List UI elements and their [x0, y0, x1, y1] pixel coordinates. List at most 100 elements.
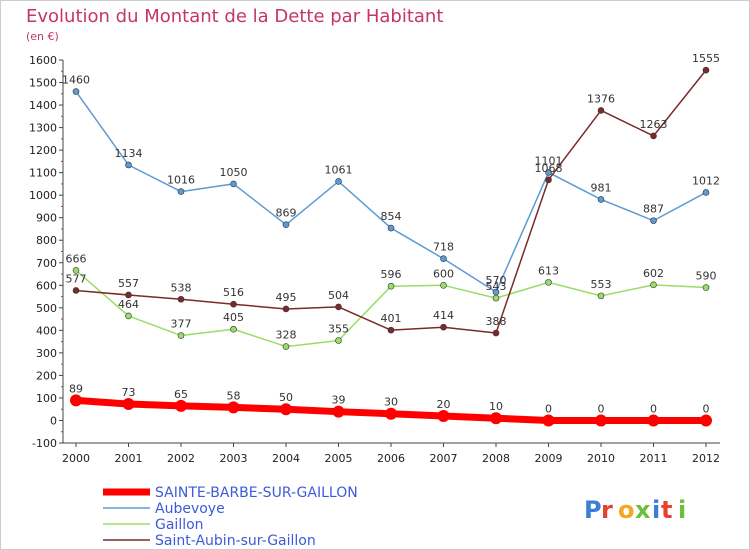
data-point-2: [545, 279, 552, 286]
x-tick-label: 2001: [115, 452, 143, 465]
data-point-1: [72, 88, 80, 95]
y-tick-label: 400: [36, 324, 57, 337]
y-tick-label: 200: [36, 369, 57, 382]
data-label-0: 10: [489, 400, 503, 413]
data-label-2: 543: [486, 280, 507, 293]
logo-letter: x: [635, 496, 651, 524]
data-point-1: [440, 255, 447, 263]
data-point-0: [437, 409, 450, 422]
data-label-2: 328: [276, 329, 297, 342]
data-label-3: 504: [328, 289, 349, 302]
data-point-3: [650, 132, 657, 140]
data-label-1: 1134: [115, 147, 143, 160]
data-label-1: 718: [433, 241, 454, 254]
data-point-3: [545, 176, 552, 184]
logo-letter: t: [661, 496, 672, 524]
data-point-0: [700, 414, 712, 427]
data-point-2: [282, 343, 290, 350]
data-label-3: 577: [66, 272, 87, 285]
x-tick-label: 2007: [430, 452, 458, 465]
legend-label-2: Gaillon: [155, 517, 204, 533]
data-label-1: 854: [381, 210, 402, 223]
data-label-1: 570: [486, 274, 507, 287]
data-label-2: 600: [433, 267, 454, 280]
x-tick-label: 2011: [640, 452, 668, 465]
x-tick-label: 2005: [325, 452, 353, 465]
y-tick-label: 1600: [29, 54, 57, 67]
data-label-1: 1012: [692, 174, 720, 187]
x-tick-label: 2008: [482, 452, 510, 465]
data-point-3: [387, 326, 395, 334]
logo-letter: o: [618, 496, 635, 524]
data-point-2: [492, 294, 500, 302]
data-label-3: 1068: [535, 162, 563, 175]
data-point-2: [440, 281, 447, 289]
data-point-2: [702, 284, 710, 291]
y-tick-label: 600: [36, 279, 57, 292]
y-tick-label: 1200: [29, 144, 57, 157]
data-point-2: [387, 282, 395, 290]
data-point-1: [335, 178, 342, 185]
data-point-1: [545, 169, 552, 176]
data-point-1: [702, 189, 710, 196]
data-point-1: [650, 217, 657, 224]
data-point-0: [647, 414, 660, 427]
data-point-2: [177, 332, 185, 339]
data-point-3: [282, 305, 290, 313]
legend-label-3: Saint-Aubin-sur-Gaillon: [155, 533, 316, 549]
y-tick-label: 300: [36, 347, 57, 360]
data-label-3: 516: [223, 286, 244, 299]
logo-letter: r: [601, 496, 613, 524]
y-tick-label: 1100: [29, 167, 57, 180]
series-points: [70, 66, 712, 427]
data-label-3: 495: [276, 291, 297, 304]
chart-title: Evolution du Montant de la Dette par Hab…: [26, 6, 443, 27]
data-point-0: [542, 414, 555, 427]
data-label-3: 1263: [640, 118, 668, 131]
data-point-0: [385, 407, 397, 420]
data-label-0: 0: [545, 402, 552, 415]
data-point-1: [125, 161, 132, 169]
data-label-2: 666: [66, 252, 87, 265]
legend-label-0: SAINTE-BARBE-SUR-GAILLON: [155, 485, 358, 501]
data-label-0: 39: [332, 394, 346, 407]
data-label-3: 1555: [692, 52, 720, 65]
data-label-3: 1376: [587, 92, 615, 105]
data-point-0: [175, 399, 187, 412]
data-point-3: [335, 303, 342, 311]
data-point-1: [230, 180, 237, 188]
y-tick-label: 800: [36, 234, 57, 247]
y-tick-label: 900: [36, 212, 57, 225]
data-point-1: [282, 221, 290, 228]
data-label-2: 590: [696, 270, 717, 283]
data-label-1: 981: [591, 181, 612, 194]
data-label-3: 557: [118, 277, 139, 290]
data-label-2: 602: [643, 267, 664, 280]
y-tick-label: 1500: [29, 77, 57, 90]
data-point-1: [597, 196, 605, 203]
data-label-0: 73: [122, 386, 136, 399]
y-tick-label: -100: [32, 437, 57, 450]
data-labels: 1460113410161050869106185471857011019818…: [62, 52, 720, 415]
data-label-3: 401: [381, 312, 402, 325]
data-label-1: 1061: [325, 163, 353, 176]
data-point-2: [125, 312, 132, 320]
data-label-2: 613: [538, 264, 559, 277]
data-point-0: [227, 401, 240, 414]
data-label-2: 377: [171, 318, 192, 331]
data-point-2: [597, 292, 605, 300]
y-tick-label: 0: [50, 414, 57, 427]
data-point-3: [702, 66, 710, 74]
data-label-1: 1460: [62, 74, 90, 87]
x-tick-label: 2000: [62, 452, 90, 465]
data-label-1: 887: [643, 203, 664, 216]
x-tick-label: 2004: [272, 452, 300, 465]
data-point-0: [595, 414, 607, 427]
data-point-3: [125, 291, 132, 299]
data-label-0: 20: [437, 398, 451, 411]
logo-letter: i: [652, 496, 660, 524]
legend-label-1: Aubevoye: [155, 501, 225, 517]
data-point-3: [492, 329, 500, 337]
